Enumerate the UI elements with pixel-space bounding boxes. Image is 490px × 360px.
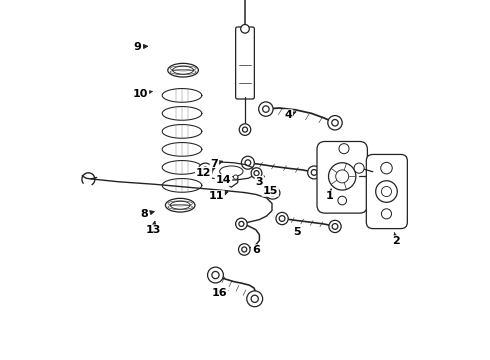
Circle shape bbox=[236, 218, 247, 230]
Text: 10: 10 bbox=[133, 89, 152, 99]
Ellipse shape bbox=[168, 63, 198, 77]
Circle shape bbox=[251, 295, 258, 302]
Circle shape bbox=[381, 162, 392, 174]
Ellipse shape bbox=[171, 201, 190, 209]
Circle shape bbox=[247, 291, 263, 307]
FancyBboxPatch shape bbox=[236, 27, 254, 99]
Circle shape bbox=[332, 224, 338, 229]
Circle shape bbox=[243, 127, 247, 132]
Circle shape bbox=[242, 247, 247, 252]
Circle shape bbox=[381, 186, 392, 197]
Text: 12: 12 bbox=[196, 168, 215, 178]
Circle shape bbox=[202, 167, 209, 174]
Circle shape bbox=[328, 163, 356, 190]
Text: 5: 5 bbox=[294, 227, 301, 237]
Circle shape bbox=[332, 120, 338, 126]
Ellipse shape bbox=[166, 198, 195, 212]
Ellipse shape bbox=[269, 190, 277, 196]
Circle shape bbox=[239, 221, 244, 226]
Text: 4: 4 bbox=[284, 110, 296, 120]
Circle shape bbox=[245, 160, 251, 166]
Circle shape bbox=[376, 181, 397, 202]
Circle shape bbox=[212, 271, 219, 279]
Text: 16: 16 bbox=[212, 288, 228, 298]
Circle shape bbox=[254, 171, 259, 176]
Circle shape bbox=[225, 175, 229, 179]
Text: 7: 7 bbox=[211, 159, 222, 169]
FancyBboxPatch shape bbox=[317, 141, 368, 213]
Text: 9: 9 bbox=[133, 42, 147, 52]
Circle shape bbox=[336, 170, 349, 183]
Circle shape bbox=[329, 220, 341, 233]
Ellipse shape bbox=[220, 166, 243, 177]
Circle shape bbox=[328, 116, 342, 130]
Circle shape bbox=[233, 175, 238, 179]
Circle shape bbox=[354, 163, 364, 173]
Circle shape bbox=[276, 212, 288, 225]
Circle shape bbox=[339, 144, 349, 154]
Circle shape bbox=[239, 244, 250, 255]
Circle shape bbox=[279, 216, 285, 221]
Text: 8: 8 bbox=[140, 209, 154, 219]
Text: 15: 15 bbox=[263, 186, 278, 196]
Text: 3: 3 bbox=[256, 176, 264, 187]
Text: 14: 14 bbox=[216, 175, 232, 185]
Circle shape bbox=[259, 102, 273, 116]
Text: 2: 2 bbox=[392, 233, 400, 246]
Text: 11: 11 bbox=[208, 191, 228, 201]
Text: 13: 13 bbox=[146, 221, 161, 235]
Circle shape bbox=[308, 166, 320, 179]
Circle shape bbox=[239, 124, 251, 135]
Circle shape bbox=[338, 196, 346, 205]
Text: 1: 1 bbox=[326, 189, 334, 201]
Ellipse shape bbox=[172, 66, 194, 74]
Circle shape bbox=[311, 170, 317, 175]
Circle shape bbox=[242, 156, 254, 169]
Circle shape bbox=[251, 168, 262, 179]
Ellipse shape bbox=[266, 187, 280, 199]
Circle shape bbox=[263, 106, 269, 112]
Circle shape bbox=[198, 163, 213, 177]
FancyBboxPatch shape bbox=[367, 154, 407, 229]
Circle shape bbox=[208, 267, 223, 283]
Text: 6: 6 bbox=[252, 244, 260, 255]
Circle shape bbox=[241, 24, 249, 33]
Circle shape bbox=[381, 209, 392, 219]
